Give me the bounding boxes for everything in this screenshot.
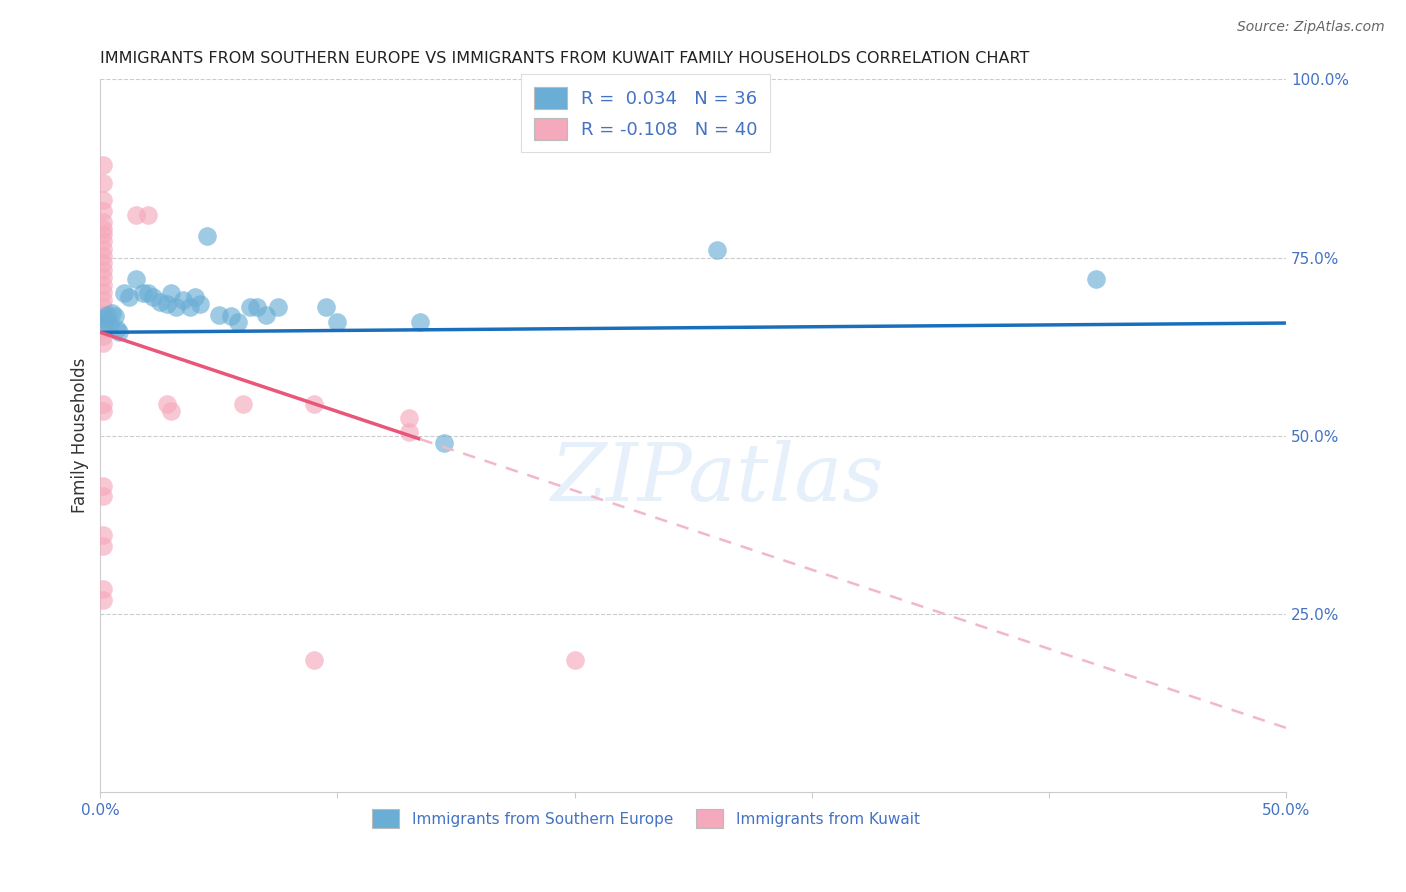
Point — [91, 489, 114, 503]
Point — [91, 396, 114, 410]
Text: IMMIGRANTS FROM SOUTHERN EUROPE VS IMMIGRANTS FROM KUWAIT FAMILY HOUSEHOLDS CORR: IMMIGRANTS FROM SOUTHERN EUROPE VS IMMIG… — [100, 51, 1029, 66]
Point — [302, 653, 325, 667]
Point — [91, 194, 114, 208]
Point — [91, 582, 114, 596]
Point — [254, 308, 277, 322]
Text: Source: ZipAtlas.com: Source: ZipAtlas.com — [1237, 20, 1385, 34]
Point — [141, 290, 163, 304]
Legend: Immigrants from Southern Europe, Immigrants from Kuwait: Immigrants from Southern Europe, Immigra… — [366, 804, 925, 834]
Point — [160, 403, 183, 417]
Point — [125, 208, 148, 222]
Point — [91, 222, 114, 236]
Point — [91, 336, 114, 351]
Point — [105, 322, 128, 336]
Point — [226, 315, 249, 329]
Point — [149, 294, 172, 309]
Point — [239, 301, 262, 315]
Point — [160, 286, 183, 301]
Point — [91, 301, 114, 315]
Point — [91, 528, 114, 542]
Point — [91, 478, 114, 492]
Point — [326, 315, 349, 329]
Point — [136, 286, 159, 301]
Point — [118, 290, 141, 304]
Point — [706, 244, 728, 258]
Point — [91, 277, 114, 292]
Point — [91, 270, 114, 285]
Point — [101, 306, 124, 320]
Point — [132, 286, 155, 301]
Point — [91, 249, 114, 263]
Point — [246, 301, 269, 315]
Point — [91, 403, 114, 417]
Point — [91, 285, 114, 299]
Point — [156, 297, 179, 311]
Point — [91, 176, 114, 190]
Point — [103, 309, 125, 323]
Point — [91, 329, 114, 343]
Point — [433, 435, 456, 450]
Point — [94, 315, 117, 329]
Point — [91, 215, 114, 229]
Point — [96, 308, 118, 322]
Point — [232, 396, 254, 410]
Point — [125, 272, 148, 286]
Point — [219, 309, 242, 323]
Point — [91, 234, 114, 248]
Point — [98, 318, 121, 333]
Point — [267, 301, 290, 315]
Point — [91, 263, 114, 277]
Point — [91, 227, 114, 241]
Text: ZIPatlas: ZIPatlas — [550, 440, 883, 517]
Point — [302, 396, 325, 410]
Point — [91, 315, 114, 329]
Point — [91, 158, 114, 172]
Point — [172, 293, 194, 308]
Point — [208, 308, 231, 322]
Point — [91, 308, 114, 322]
Y-axis label: Family Households: Family Households — [72, 358, 89, 513]
Point — [91, 256, 114, 270]
Point — [188, 297, 211, 311]
Point — [91, 242, 114, 256]
Point — [91, 539, 114, 553]
Point — [184, 290, 207, 304]
Point — [564, 653, 586, 667]
Point — [91, 592, 114, 607]
Point — [156, 396, 179, 410]
Point — [179, 301, 201, 315]
Point — [165, 301, 187, 315]
Point — [398, 425, 420, 439]
Point — [91, 293, 114, 308]
Point — [195, 229, 218, 244]
Point — [398, 410, 420, 425]
Point — [108, 326, 131, 340]
Point — [315, 301, 337, 315]
Point — [136, 208, 159, 222]
Point — [91, 322, 114, 336]
Point — [409, 315, 432, 329]
Point — [112, 286, 135, 301]
Point — [1085, 272, 1108, 286]
Point — [91, 311, 114, 326]
Point — [91, 204, 114, 219]
